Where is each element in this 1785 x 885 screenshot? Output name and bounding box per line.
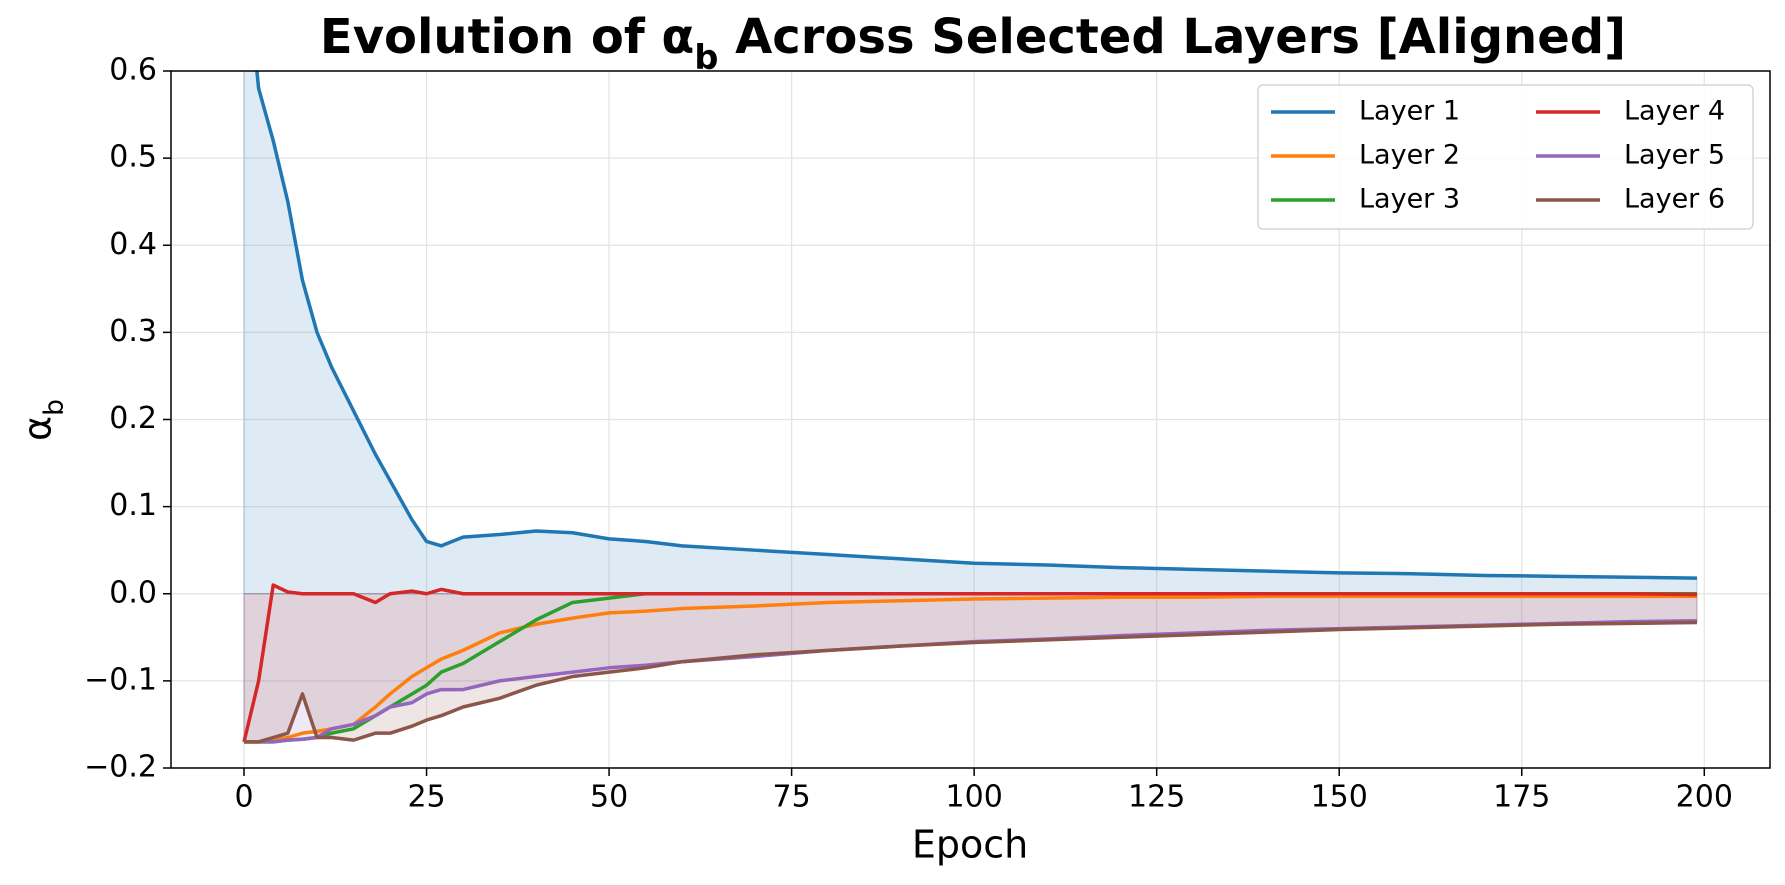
x-tick-label: 25 (407, 780, 445, 815)
legend-label: Layer 6 (1624, 184, 1725, 215)
plot-area (171, 71, 1770, 768)
y-tick-label: 0.6 (109, 53, 157, 88)
x-tick-label: 75 (773, 780, 811, 815)
y-tick-label: 0.5 (109, 140, 157, 175)
x-tick-label: 200 (1676, 780, 1733, 815)
series-line (244, 620, 1698, 744)
y-tick-label: 0.1 (109, 488, 157, 523)
x-tick-label: 175 (1493, 780, 1550, 815)
y-tick-label: 0.0 (109, 575, 157, 610)
series-line (242, 583, 1698, 743)
legend-label: Layer 2 (1359, 140, 1460, 171)
plot-frame (170, 70, 1771, 769)
chart-title: Evolution of αb Across Selected Layers [… (320, 9, 1626, 77)
y-tick-label: −0.2 (84, 750, 157, 785)
x-tick-label: 150 (1311, 780, 1368, 815)
x-tick-label: 125 (1128, 780, 1185, 815)
x-tick-label: 0 (234, 780, 253, 815)
y-tick-label: −0.1 (84, 662, 157, 697)
x-axis-label: Epoch (912, 823, 1028, 867)
y-tick-label: 0.3 (109, 314, 157, 349)
area-fill (243, 593, 1698, 743)
y-axis-label: αb (16, 399, 71, 441)
legend-label: Layer 4 (1624, 96, 1725, 127)
y-tick-label: 0.2 (109, 401, 157, 436)
series-line (255, 71, 1698, 580)
legend-label: Layer 1 (1359, 96, 1460, 127)
legend-label: Layer 3 (1359, 184, 1460, 215)
series-line (244, 594, 1697, 744)
x-tick-label: 50 (590, 780, 628, 815)
y-tick-label: 0.4 (109, 227, 157, 262)
legend-box (1257, 84, 1754, 230)
x-tick-label: 100 (946, 780, 1003, 815)
legend-label: Layer 5 (1624, 140, 1725, 171)
